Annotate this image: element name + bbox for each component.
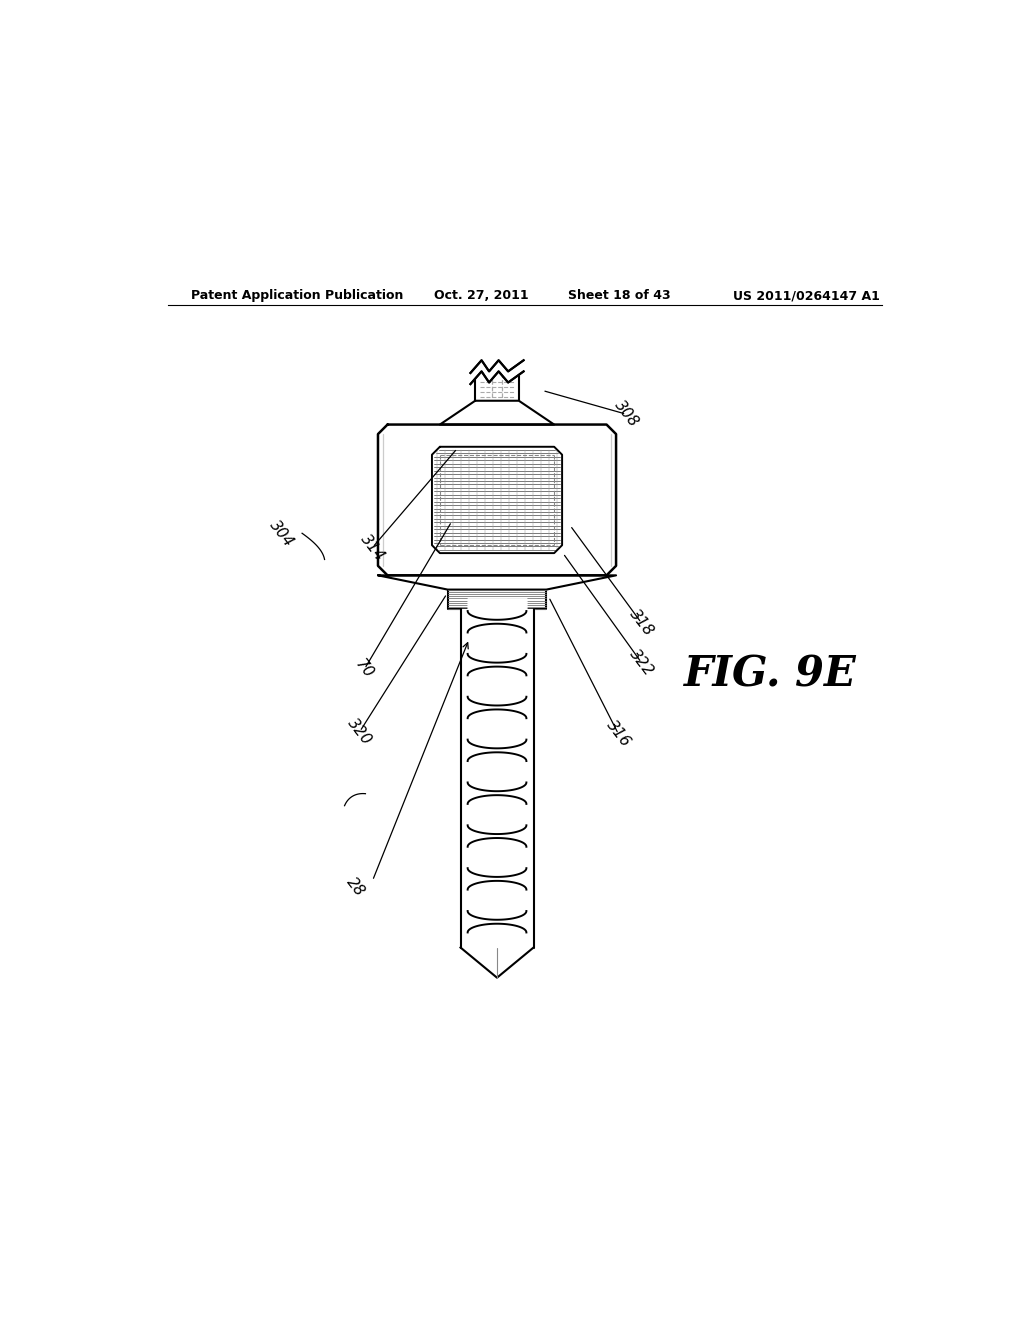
Text: FIG. 9E: FIG. 9E	[684, 653, 856, 696]
Text: Patent Application Publication: Patent Application Publication	[191, 289, 403, 302]
Text: 314: 314	[357, 532, 387, 564]
Polygon shape	[440, 401, 554, 425]
Polygon shape	[447, 590, 546, 610]
Text: US 2011/0264147 A1: US 2011/0264147 A1	[733, 289, 880, 302]
Polygon shape	[461, 948, 534, 978]
Polygon shape	[470, 360, 523, 384]
Text: 28: 28	[344, 875, 368, 899]
Polygon shape	[461, 610, 534, 948]
Text: 322: 322	[627, 647, 656, 678]
Text: 70: 70	[352, 656, 377, 681]
Text: 320: 320	[345, 715, 375, 748]
Polygon shape	[432, 446, 562, 553]
Text: 318: 318	[627, 607, 656, 639]
Text: 304: 304	[266, 517, 296, 549]
Polygon shape	[378, 425, 616, 576]
Polygon shape	[378, 576, 616, 590]
Text: Oct. 27, 2011: Oct. 27, 2011	[433, 289, 528, 302]
Text: 316: 316	[603, 718, 634, 750]
Text: 308: 308	[611, 399, 641, 430]
Text: Sheet 18 of 43: Sheet 18 of 43	[568, 289, 671, 302]
